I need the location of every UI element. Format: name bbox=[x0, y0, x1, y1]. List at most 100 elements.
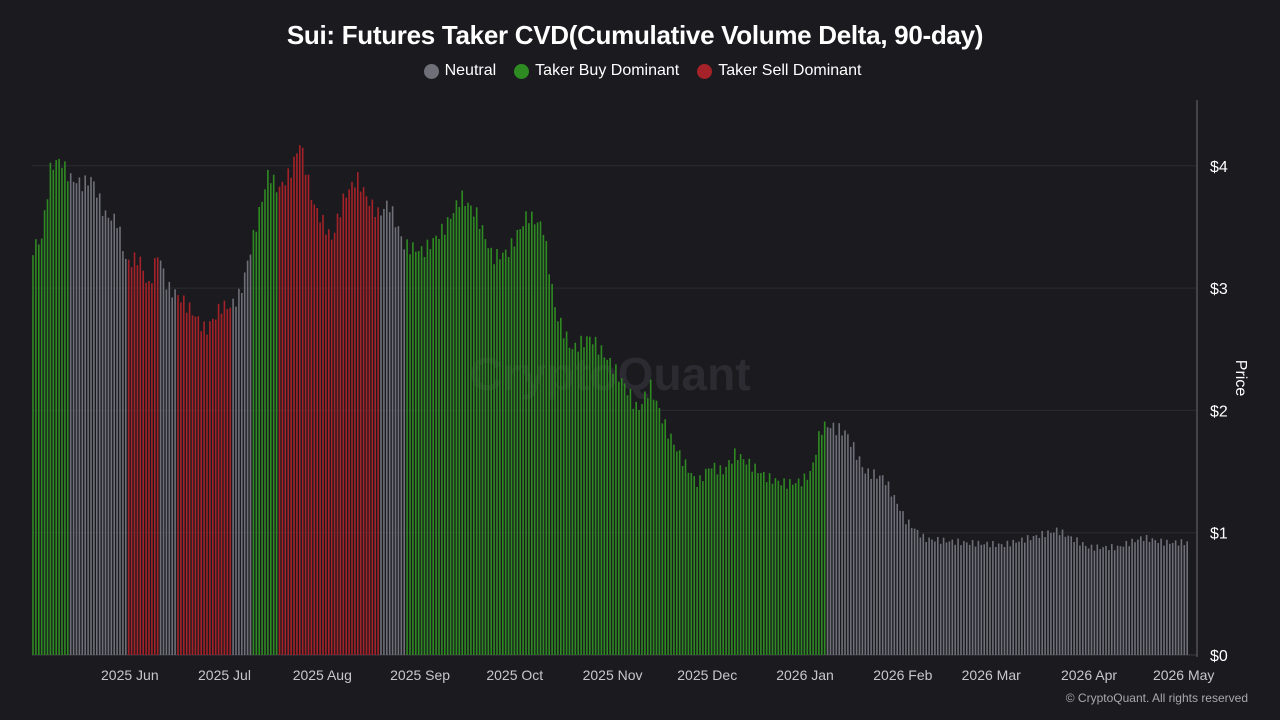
price-bar-neutral bbox=[1003, 547, 1006, 655]
price-bar-sell bbox=[368, 205, 371, 655]
price-bar-neutral bbox=[81, 191, 84, 655]
copyright-notice: © CryptoQuant. All rights reserved bbox=[1065, 691, 1248, 705]
price-bar-sell bbox=[217, 303, 220, 655]
price-bar-neutral bbox=[1148, 542, 1151, 655]
price-bar-neutral bbox=[905, 524, 907, 655]
y-axis-title: Price bbox=[1232, 360, 1249, 397]
price-bar-neutral bbox=[916, 529, 919, 655]
price-bar-neutral bbox=[168, 281, 171, 655]
price-bar-neutral bbox=[841, 435, 843, 655]
price-bar-neutral bbox=[835, 435, 838, 655]
price-bar-buy bbox=[438, 238, 440, 655]
price-bar-buy bbox=[574, 342, 577, 655]
price-bar-buy bbox=[652, 399, 655, 655]
price-bar-buy bbox=[713, 462, 716, 655]
price-bar-neutral bbox=[386, 200, 388, 655]
price-bar-neutral bbox=[1079, 545, 1081, 655]
price-bar-buy bbox=[261, 201, 263, 656]
price-bar-buy bbox=[606, 359, 608, 655]
price-bar-buy bbox=[46, 199, 49, 656]
price-bar-sell bbox=[223, 300, 226, 655]
price-bar-neutral bbox=[1053, 532, 1055, 655]
price-bar-sell bbox=[139, 256, 142, 655]
price-bar-neutral bbox=[1070, 536, 1072, 655]
legend-swatch bbox=[697, 63, 713, 79]
price-bar-buy bbox=[815, 454, 817, 655]
price-bar-buy bbox=[600, 345, 603, 655]
price-bar-buy bbox=[536, 222, 539, 655]
price-bar-neutral bbox=[876, 478, 878, 655]
price-bar-sell bbox=[325, 234, 327, 655]
price-bar-neutral bbox=[1174, 540, 1177, 655]
price-bar-neutral bbox=[1084, 545, 1087, 655]
price-bar-buy bbox=[673, 444, 675, 655]
price-bar-buy bbox=[554, 307, 556, 655]
price-bar-neutral bbox=[1012, 539, 1014, 655]
price-bar-neutral bbox=[870, 478, 872, 655]
x-tick-label: 2025 Nov bbox=[583, 667, 643, 683]
price-bar-neutral bbox=[87, 185, 89, 655]
price-bar-sell bbox=[307, 174, 310, 655]
price-bar-buy bbox=[629, 389, 632, 655]
price-bar-buy bbox=[583, 347, 585, 655]
price-bar-buy bbox=[748, 458, 751, 655]
price-bar-buy bbox=[568, 347, 571, 655]
price-bar-neutral bbox=[400, 236, 403, 656]
price-bar-neutral bbox=[241, 293, 243, 655]
price-bar-buy bbox=[647, 398, 649, 655]
price-bar-buy bbox=[757, 473, 759, 655]
price-bar-buy bbox=[52, 169, 55, 656]
price-bar-buy bbox=[444, 234, 446, 655]
price-bar-neutral bbox=[937, 537, 939, 655]
price-bar-neutral bbox=[1035, 535, 1038, 655]
legend-item-neutral[interactable]: Neutral bbox=[423, 62, 496, 80]
price-bar-buy bbox=[539, 221, 542, 655]
price-bar-buy bbox=[40, 238, 43, 655]
price-bar-neutral bbox=[1111, 544, 1113, 655]
price-bar-neutral bbox=[235, 306, 237, 655]
price-bar-buy bbox=[510, 238, 513, 655]
x-axis-ticks: 2025 Jun 2025 Jul 2025 Aug 2025 Sep 2025 Oct… bbox=[101, 667, 1214, 683]
price-bar-neutral bbox=[1067, 535, 1070, 655]
price-bar-neutral bbox=[1029, 540, 1032, 655]
price-bar-neutral bbox=[75, 183, 78, 655]
price-bar-neutral bbox=[403, 249, 405, 655]
legend-item-sell[interactable]: Taker Sell Dominant bbox=[697, 62, 861, 80]
price-bar-neutral bbox=[165, 289, 168, 655]
price-bar-buy bbox=[792, 484, 794, 655]
price-bar-buy bbox=[687, 472, 690, 655]
price-bar-neutral bbox=[162, 268, 165, 655]
price-bar-buy bbox=[786, 488, 788, 655]
price-bar-neutral bbox=[1183, 545, 1186, 655]
price-bar-neutral bbox=[1122, 546, 1125, 655]
price-bar-buy bbox=[464, 206, 466, 655]
price-bar-buy bbox=[467, 202, 469, 655]
price-bar-sell bbox=[142, 270, 144, 655]
price-bar-neutral bbox=[1166, 539, 1168, 655]
x-tick-label: 2025 Aug bbox=[293, 667, 352, 683]
price-bar-sell bbox=[374, 217, 376, 655]
price-bar-sell bbox=[185, 312, 188, 655]
price-bar-neutral bbox=[986, 541, 988, 655]
price-bar-neutral bbox=[931, 539, 933, 655]
price-bar-buy bbox=[522, 226, 524, 655]
price-bar-neutral bbox=[96, 197, 98, 655]
price-bar-buy bbox=[771, 483, 774, 655]
legend-item-buy[interactable]: Taker Buy Dominant bbox=[514, 62, 679, 80]
price-bar-buy bbox=[32, 255, 34, 655]
chart-title: Sui: Futures Taker CVD(Cumulative Volume… bbox=[286, 20, 984, 50]
price-bar-buy bbox=[661, 423, 664, 655]
price-bar-sell bbox=[336, 213, 339, 655]
price-bar-buy bbox=[64, 161, 66, 655]
price-bar-neutral bbox=[1128, 546, 1130, 655]
price-bar-neutral bbox=[116, 228, 118, 655]
price-bar-neutral bbox=[1090, 544, 1093, 655]
legend-swatch bbox=[514, 63, 530, 79]
price-bar-sell bbox=[339, 217, 342, 655]
price-bar-buy bbox=[626, 395, 629, 655]
price-bar-neutral bbox=[992, 541, 994, 655]
price-bar-neutral bbox=[1018, 541, 1020, 655]
price-bar-buy bbox=[531, 211, 533, 655]
price-bar-sell bbox=[197, 316, 200, 655]
price-bar-buy bbox=[707, 468, 710, 655]
